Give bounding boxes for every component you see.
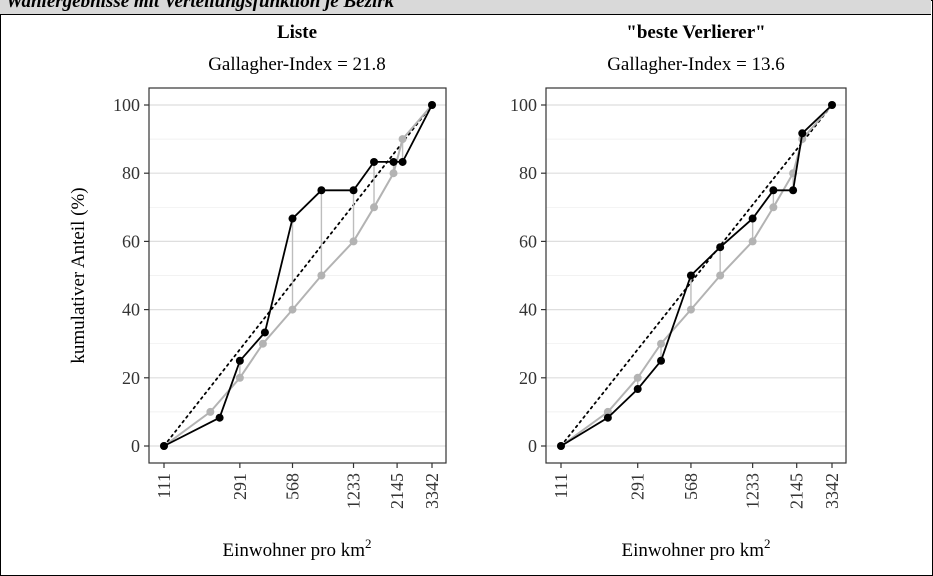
chart-title: "beste Verlierer" (626, 22, 765, 43)
data-point (603, 413, 612, 422)
data-point (389, 169, 398, 178)
y-tick-label: 80 (519, 163, 537, 183)
data-point (389, 157, 398, 166)
y-tick-label: 100 (510, 95, 537, 115)
chart-subtitle: Gallagher-Index = 13.6 (607, 54, 785, 75)
data-point (235, 356, 244, 365)
data-point (748, 237, 757, 246)
data-point (398, 135, 407, 144)
data-point (769, 186, 778, 195)
x-tick-label: 2145 (387, 473, 407, 509)
y-tick-label: 0 (528, 436, 537, 456)
y-tick-label: 20 (519, 368, 537, 388)
y-tick-label: 0 (131, 436, 140, 456)
y-tick-label: 60 (122, 231, 140, 251)
data-point (349, 237, 358, 246)
data-point (657, 356, 666, 365)
plot-border (545, 87, 847, 464)
plot-border (148, 87, 447, 464)
data-point (603, 407, 612, 416)
header-bar: Wahlergebnisse mit Verteilungsfunktion j… (0, 0, 931, 15)
chart-panel-2: 0 20 40 60 80 100 111 291 568 1233 2145 3342 "beste … (510, 22, 847, 561)
x-tick-label: 291 (230, 473, 250, 500)
data-point (686, 271, 695, 280)
data-point (317, 186, 326, 195)
data-point (235, 373, 244, 382)
data-point (260, 328, 269, 337)
data-point (657, 339, 666, 348)
y-axis-label: kumulativer Anteil (%) (68, 187, 89, 363)
data-point (317, 271, 326, 280)
data-point (428, 101, 436, 109)
x-axis-label: Einwohner pro km2 (223, 536, 372, 561)
data-point (160, 442, 168, 450)
data-point (748, 214, 757, 223)
x-tick-label: 3342 (422, 473, 442, 509)
data-point (370, 203, 379, 212)
data-point (288, 305, 297, 314)
data-point (633, 385, 642, 394)
x-tick-label: 111 (154, 473, 174, 499)
x-tick-label: 2145 (787, 473, 807, 509)
data-point (633, 373, 642, 382)
data-point (206, 407, 215, 416)
chart-title: Liste (277, 22, 317, 43)
data-point (716, 243, 725, 252)
reference-diagonal (560, 104, 833, 447)
chart-panel-1: 0 20 40 60 80 100 111 291 568 1233 2145 3342 Liste Ga… (68, 22, 447, 561)
data-point (798, 129, 807, 138)
y-tick-label: 20 (122, 368, 140, 388)
x-tick-label: 1233 (344, 473, 364, 509)
x-tick-label: 568 (681, 473, 701, 500)
y-tick-label: 40 (122, 300, 140, 320)
x-tick-label: 3342 (822, 473, 842, 509)
data-point (258, 339, 267, 348)
y-tick-label: 100 (113, 95, 140, 115)
y-tick-label: 40 (519, 300, 537, 320)
data-point (557, 442, 565, 450)
y-tick-label: 60 (519, 231, 537, 251)
chart-subtitle: Gallagher-Index = 21.8 (208, 54, 386, 75)
data-point (370, 157, 379, 166)
data-point (789, 186, 798, 195)
x-tick-label: 291 (628, 473, 648, 500)
data-point (349, 186, 358, 195)
x-tick-label: 1233 (743, 473, 763, 509)
y-tick-label: 80 (122, 163, 140, 183)
data-point (716, 271, 725, 280)
x-axis-label: Einwohner pro km2 (622, 536, 771, 561)
data-point (398, 157, 407, 166)
x-tick-label: 111 (551, 473, 571, 499)
data-point (769, 203, 778, 212)
data-point (828, 101, 836, 109)
data-point (288, 214, 297, 223)
header-text: Wahlergebnisse mit Verteilungsfunktion j… (6, 0, 395, 12)
x-tick-label: 568 (283, 473, 303, 500)
data-point (686, 305, 695, 314)
data-point (215, 413, 224, 422)
